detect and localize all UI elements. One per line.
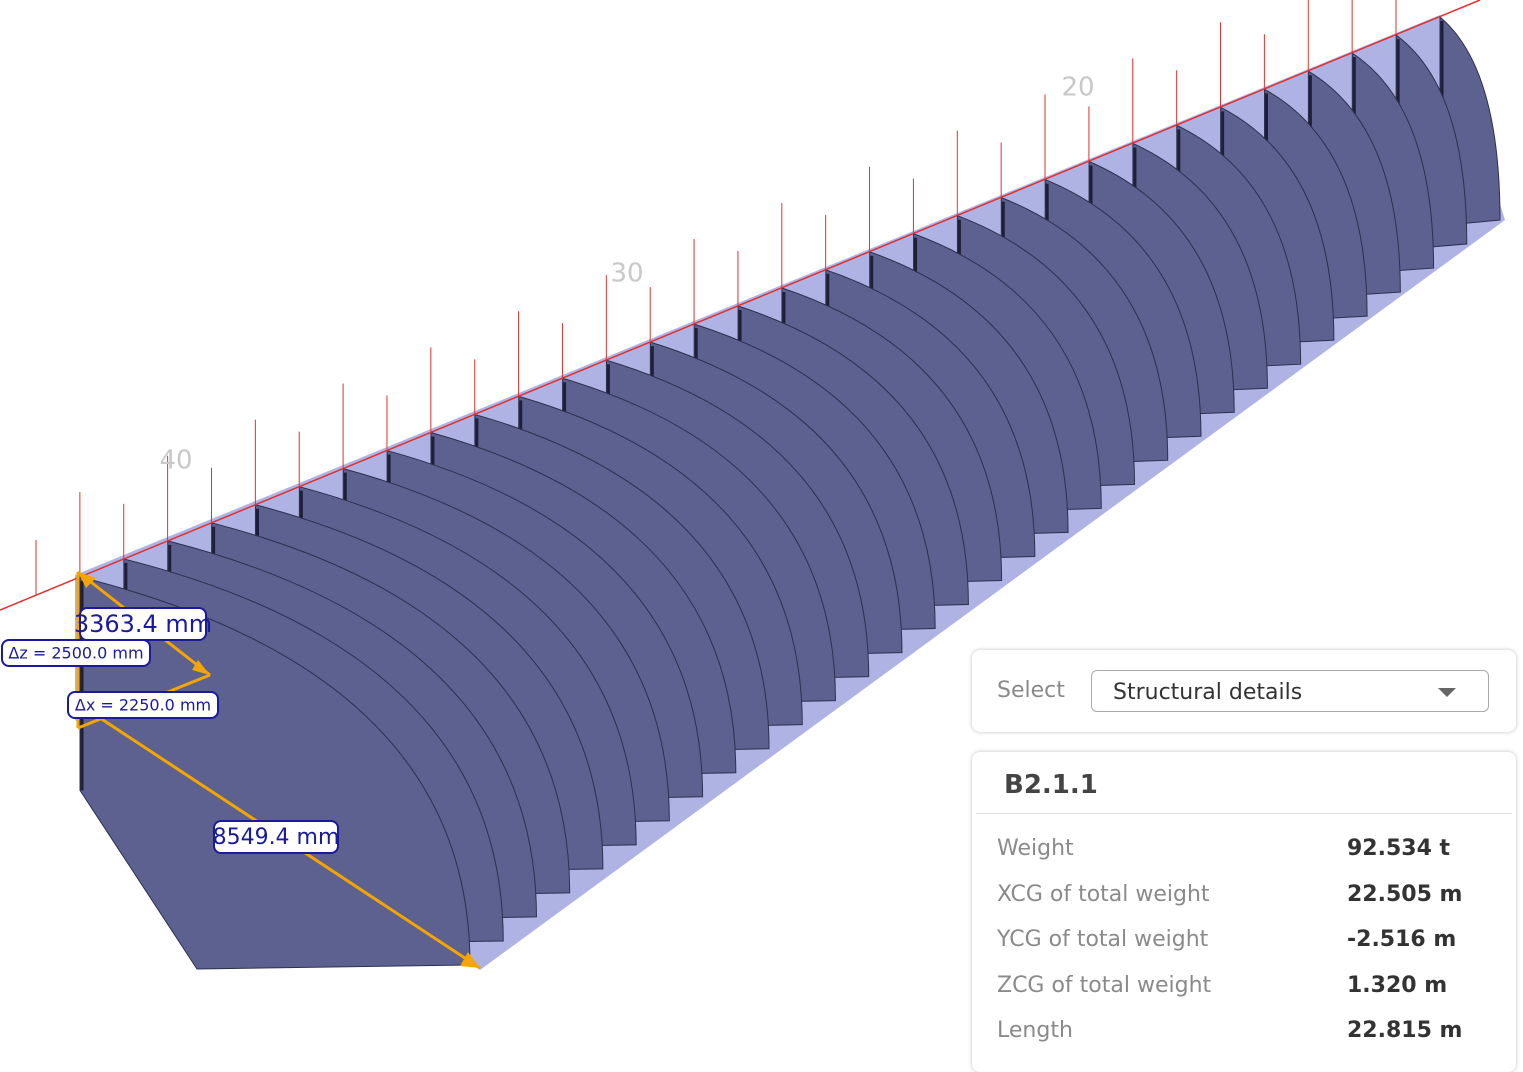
property-value: 1.320 m bbox=[1347, 972, 1448, 998]
separator bbox=[976, 813, 1512, 814]
dimension-label: Δx = 2250.0 mm bbox=[75, 696, 211, 715]
property-value: 92.534 t bbox=[1347, 836, 1451, 861]
property-row: Weight 92.534 t bbox=[997, 836, 1497, 861]
property-value: -2.516 m bbox=[1347, 927, 1457, 952]
dimension-box bbox=[1, 639, 151, 667]
property-label: YCG of total weight bbox=[997, 927, 1209, 952]
property-value: 22.815 m bbox=[1347, 1018, 1463, 1043]
dimension-label: 3363.4 mm bbox=[74, 610, 212, 638]
dimension-box bbox=[67, 691, 219, 719]
property-label: XCG of total weight bbox=[997, 881, 1210, 907]
frame-label: 40 bbox=[159, 446, 192, 476]
dimension-label: 8549.4 mm bbox=[213, 825, 340, 850]
properties-card: B2.1.1 Weight 92.534 t XCG of total weight… bbox=[972, 752, 1516, 1072]
property-label: Length bbox=[997, 1018, 1073, 1043]
select-card: Select Structural details bbox=[972, 650, 1516, 732]
property-row: ZCG of total weight 1.320 m bbox=[997, 973, 1497, 998]
select-dropdown[interactable]: Structural details bbox=[1091, 670, 1489, 712]
property-label: Weight bbox=[997, 836, 1074, 861]
property-row: Length 22.815 m bbox=[997, 1018, 1497, 1043]
property-row: XCG of total weight 22.505 m bbox=[997, 882, 1497, 907]
select-value: Structural details bbox=[1113, 680, 1303, 705]
select-label: Select bbox=[997, 678, 1065, 703]
dropdown-arrow bbox=[1438, 688, 1456, 697]
deck-line bbox=[0, 0, 1481, 611]
property-label: ZCG of total weight bbox=[997, 972, 1212, 998]
page: 20 30 40 3363.4 mm Δz = 2500.0 mm Δx = 225… bbox=[0, 0, 1523, 1043]
frame-label: 30 bbox=[610, 259, 643, 289]
frame-label: 20 bbox=[1061, 73, 1094, 103]
property-value: 22.505 m bbox=[1347, 881, 1463, 907]
dimension-arrows bbox=[78, 572, 480, 968]
properties-title: B2.1.1 bbox=[1004, 770, 1098, 800]
3d-viewport[interactable]: 20 30 40 3363.4 mm Δz = 2500.0 mm Δx = 225… bbox=[0, 0, 1523, 1040]
dimension-label: Δz = 2500.0 mm bbox=[8, 644, 143, 663]
dimension-box bbox=[213, 820, 339, 854]
property-row: YCG of total weight -2.516 m bbox=[997, 927, 1497, 952]
